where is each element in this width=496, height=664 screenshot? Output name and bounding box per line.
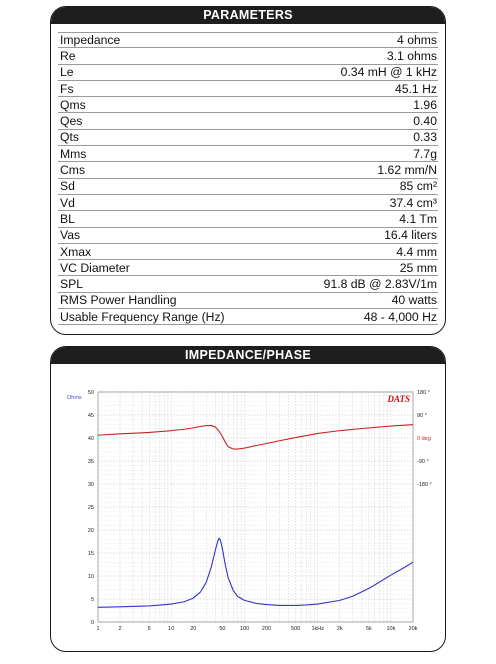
param-value: 0.40: [413, 114, 437, 129]
param-value: 37.4 cm³: [389, 195, 437, 210]
phase-tick-label: -180 °: [417, 482, 432, 488]
ohms-axis-label: Ohms: [67, 395, 82, 401]
param-value: 3.1 ohms: [386, 48, 437, 63]
param-label: VC Diameter: [60, 260, 130, 275]
param-row: Le 0.34 mH @ 1 kHz: [58, 65, 438, 81]
param-value: 40 watts: [391, 293, 437, 308]
param-row: Xmax 4.4 mm: [58, 244, 438, 261]
dats-logo: DATS: [386, 394, 410, 404]
x-tick-label: 5: [148, 626, 151, 632]
phase-tick-label: 180 °: [417, 390, 430, 396]
param-label: Qms: [60, 97, 86, 112]
impedance-curve: [97, 537, 414, 608]
param-row: Mms 7.7g: [58, 146, 438, 163]
param-value: 25 mm: [399, 260, 437, 275]
param-row: Fs 45.1 Hz: [58, 81, 438, 98]
parameters-title: PARAMETERS: [51, 7, 445, 24]
y-tick-label: 15: [88, 551, 94, 557]
y-tick-label: 45: [88, 413, 94, 419]
y-tick-label: 10: [88, 574, 94, 580]
param-row: Qes 0.40: [58, 113, 438, 130]
param-value: 16.4 liters: [384, 228, 437, 243]
param-value: 0.33: [413, 130, 437, 145]
y-tick-label: 25: [88, 505, 94, 511]
param-row: Sd 85 cm²: [58, 179, 438, 195]
x-tick-label: 500: [291, 626, 300, 632]
x-tick-label: 20k: [409, 626, 418, 632]
param-label: Vas: [60, 228, 81, 243]
param-row: BL 4.1 Tm: [58, 211, 438, 228]
param-label: Impedance: [60, 33, 121, 48]
param-label: Re: [60, 48, 76, 63]
param-row: Vas 16.4 liters: [58, 228, 438, 244]
x-tick-label: 1kHz: [311, 626, 324, 632]
x-tick-label: 2: [119, 626, 122, 632]
param-label: SPL: [60, 277, 84, 292]
param-value: 48 - 4,000 Hz: [363, 309, 437, 324]
param-label: BL: [60, 211, 75, 226]
param-row: Impedance 4 ohms: [58, 32, 438, 49]
param-value: 4.1 Tm: [399, 211, 437, 226]
y-tick-label: 5: [91, 597, 94, 603]
y-tick-label: 0: [91, 620, 94, 626]
phase-curve: [97, 424, 414, 450]
param-label: Qes: [60, 114, 83, 129]
param-value: 1.96: [413, 97, 437, 112]
param-value: 4 ohms: [397, 33, 437, 48]
x-tick-label: 200: [262, 626, 271, 632]
x-tick-label: 1: [96, 626, 99, 632]
param-row: SPL 91.8 dB @ 2.83V/1m: [58, 276, 438, 293]
impedance-phase-panel: IMPEDANCE/PHASE 0 5 10 15 20 25 30 35 40 45 50 1 2 5 1…: [50, 346, 446, 652]
x-tick-label: 20: [190, 626, 196, 632]
phase-tick-label: 0 deg: [417, 436, 431, 442]
y-tick-label: 20: [88, 528, 94, 534]
y-tick-label: 40: [88, 436, 94, 442]
param-value: 0.34 mH @ 1 kHz: [340, 65, 437, 80]
param-value: 85 cm²: [399, 179, 437, 194]
phase-tick-label: 90 °: [417, 413, 427, 419]
param-label: Fs: [60, 81, 74, 96]
param-label: Le: [60, 65, 74, 80]
x-tick-label: 5k: [366, 626, 372, 632]
param-value: 1.62 mm/N: [377, 163, 437, 178]
param-label: Xmax: [60, 244, 92, 259]
param-value: 45.1 Hz: [394, 81, 437, 96]
param-label: Sd: [60, 179, 75, 194]
x-tick-label: 2k: [337, 626, 343, 632]
param-label: Cms: [60, 163, 86, 178]
x-tick-label: 100: [240, 626, 249, 632]
parameters-table: Impedance 4 ohms Re 3.1 ohms Le 0.34 mH @ 1 k…: [58, 32, 438, 326]
param-row: VC Diameter 25 mm: [58, 260, 438, 277]
y-tick-label: 50: [88, 390, 94, 396]
y-tick-label: 30: [88, 482, 94, 488]
parameters-panel: PARAMETERS Impedance 4 ohms Re 3.1 ohms Le 0.…: [50, 6, 446, 335]
x-tick-label: 50: [219, 626, 225, 632]
param-value: 7.7g: [413, 146, 437, 161]
param-label: Mms: [60, 146, 87, 161]
param-value: 91.8 dB @ 2.83V/1m: [323, 277, 437, 292]
phase-tick-label: -90 °: [417, 459, 429, 465]
impedance-phase-title: IMPEDANCE/PHASE: [51, 347, 445, 364]
param-row: Qts 0.33: [58, 130, 438, 147]
x-tick-label: 10: [168, 626, 174, 632]
param-row: Re 3.1 ohms: [58, 48, 438, 65]
x-tick-label: 10k: [387, 626, 396, 632]
param-label: Usable Frequency Range (Hz): [60, 309, 225, 324]
param-row: RMS Power Handling 40 watts: [58, 293, 438, 310]
param-row: Vd 37.4 cm³: [58, 195, 438, 212]
param-value: 4.4 mm: [396, 244, 437, 259]
y-tick-label: 35: [88, 459, 94, 465]
param-row: Cms 1.62 mm/N: [58, 162, 438, 179]
param-row: Usable Frequency Range (Hz) 48 - 4,000 Hz: [58, 309, 438, 326]
param-label: Qts: [60, 130, 79, 145]
param-row: Qms 1.96: [58, 97, 438, 114]
param-label: Vd: [60, 195, 75, 210]
param-label: RMS Power Handling: [60, 293, 177, 308]
